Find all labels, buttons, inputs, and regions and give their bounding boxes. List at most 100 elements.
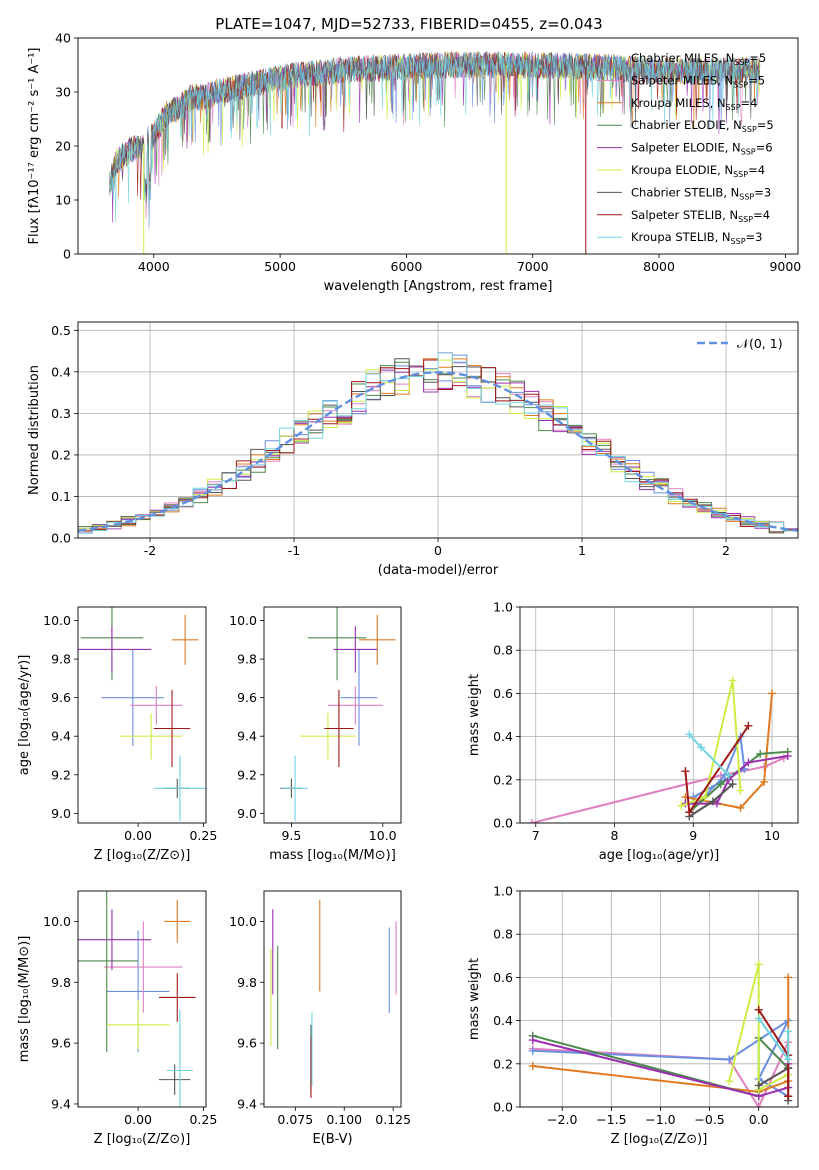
- age_vs_mass-ytick-label: 9.0: [237, 806, 257, 821]
- weight_vs_Z-marker-kroupa-stelib: [784, 1027, 793, 1036]
- residuals-xtick-label: 0: [434, 543, 442, 558]
- weight_vs_Z-series: [528, 960, 793, 1107]
- legend-label-salpeter-elodie: Salpeter ELODIE, NSSP=6: [631, 141, 773, 157]
- weight_vs_Z-frame: [519, 890, 799, 1108]
- legend-label-chabrier-elodie: Chabrier ELODIE, NSSP=5: [631, 118, 774, 134]
- weight_vs_age-ytick-label: 1.0: [493, 600, 513, 615]
- legend-label-part: Kroupa STELIB, N: [631, 230, 731, 244]
- residuals-ytick-label: 0.2: [51, 447, 71, 462]
- weight_vs_Z-ytick-label: 0.0: [493, 1100, 513, 1115]
- legend-label-sub: SSP: [726, 103, 741, 112]
- residuals-xtick-label: -2: [144, 543, 156, 558]
- legend-label-chabrier-stelib: Chabrier STELIB, NSSP=3: [631, 185, 771, 201]
- weight_vs_age-marker-kroupa-stelib: [697, 743, 706, 752]
- weight_vs_age-marker-chabrier-elodie: [756, 749, 765, 758]
- weight_vs_age-xtick-label: 9: [689, 828, 697, 843]
- weight_vs_age-marker-salpeter-stelib: [685, 808, 694, 817]
- legend-label-part: Chabrier MILES, N: [631, 51, 734, 65]
- weight_vs_age-marker-chabrier-stelib: [708, 797, 717, 806]
- spectrum-xtick-label: 4000: [138, 259, 170, 274]
- mass_vs_Z-xtick-label: 0.00: [124, 1112, 152, 1127]
- mass_vs_Z-xlabel: Z [log₁₀(Z/Z⊙)]: [94, 1132, 191, 1147]
- mass_vs_ebv-ytick-label: 9.6: [237, 1036, 257, 1051]
- weight_vs_age-marker-kroupa-miles: [768, 689, 777, 698]
- spectrum-axes: 4000 5000 6000 7000 8000 9000 0 10 20 30 40 wavelen…: [27, 31, 801, 295]
- residuals-xtick-label: 2: [722, 543, 730, 558]
- age_vs_mass-ytick-label: 9.8: [237, 652, 257, 667]
- weight_vs_age-marker-kroupa-stelib: [724, 771, 733, 780]
- residuals-ytick-label: 0.0: [51, 531, 71, 546]
- age_vs_Z-xlabel: Z [log₁₀(Z/Z⊙)]: [94, 848, 191, 863]
- weight_vs_Z-marker-salpeter-stelib: [754, 1005, 763, 1014]
- weight_vs_age-marker-salpeter-miles: [527, 819, 536, 823]
- weight_vs_age-ytick-label: 0.0: [493, 816, 513, 831]
- residuals-xtick-label: -1: [288, 543, 300, 558]
- normal-curve: [78, 371, 798, 532]
- age_vs_Z-axes: 0.00 0.25 9.0 9.2 9.4 9.6 9.8 10.0 Z [log₁₀(Z/Z⊙…: [17, 613, 217, 863]
- residuals-ytick-label: 0.4: [51, 364, 71, 379]
- spectrum-ylabel: Flux [fλ10⁻¹⁷ erg cm⁻² s⁻¹ A⁻¹]: [27, 48, 42, 245]
- weight_vs_age-line-salpeter-miles: [531, 757, 785, 823]
- mass_vs_Z-points: [78, 891, 196, 1107]
- age_vs_Z-ytick-label: 9.6: [51, 690, 71, 705]
- weight_vs_Z-marker-salpeter-stelib: [784, 1092, 793, 1101]
- spectrum-xlabel: wavelength [Angstrom, rest frame]: [324, 279, 553, 294]
- legend-label-part: =5: [749, 51, 766, 65]
- residuals-frame: [77, 321, 799, 539]
- residuals-xlabel: (data-model)/error: [378, 563, 499, 578]
- weight_vs_age-series: [527, 676, 792, 823]
- legend-label-sub: SSP: [731, 237, 746, 246]
- mass_vs_Z-ylabel: mass [log₁₀(M/M⊙)]: [17, 936, 32, 1063]
- age_vs_mass-frame: [263, 606, 402, 824]
- mass_vs_Z-axes: 0.00 0.25 9.4 9.6 9.8 10.0 Z [log₁₀(Z/Z⊙)] mass…: [17, 914, 217, 1147]
- mass_vs_ebv-ytick-label: 9.8: [237, 975, 257, 990]
- legend-label-chabrier-miles: Chabrier MILES, NSSP=5: [631, 51, 766, 67]
- weight_vs_age-xtick-label: 8: [611, 828, 619, 843]
- age_vs_mass-xtick-label: 10.0: [369, 828, 397, 843]
- spectrum-line-kroupa-stelib: [109, 50, 761, 223]
- age_vs_Z-frame: [77, 606, 207, 824]
- legend-label-part: =4: [741, 96, 758, 110]
- weight_vs_Z-marker-salpeter-miles: [754, 1103, 763, 1107]
- spectrum-xtick-label: 9000: [769, 259, 801, 274]
- weight_vs_age-xtick-label: 7: [532, 828, 540, 843]
- spectrum-xtick-label: 5000: [264, 259, 296, 274]
- weight_vs_age-marker-kroupa-elodie: [736, 786, 745, 795]
- weight_vs_Z-marker-kroupa-elodie: [725, 1077, 734, 1086]
- age_vs_mass-ytick-label: 10.0: [229, 613, 257, 628]
- legend-label-part: Chabrier ELODIE, N: [631, 118, 742, 132]
- legend-label-sub: SSP: [741, 148, 756, 157]
- weight_vs_Z-ytick-label: 0.4: [493, 1013, 513, 1028]
- mass_vs_Z-ytick-label: 9.4: [51, 1096, 71, 1111]
- weight_vs_Z-xtick-label: −1.5: [596, 1112, 626, 1127]
- weight_vs_Z-marker-kroupa-elodie: [754, 960, 763, 969]
- legend-label-part: =4: [753, 208, 770, 222]
- weight_vs_age-marker-salpeter-miles: [760, 762, 769, 771]
- spectrum-ytick-label: 10: [55, 193, 71, 208]
- weight_vs_age-line-kroupa-stelib: [688, 733, 730, 777]
- legend-label-sub: SSP: [734, 58, 749, 67]
- age_vs_Z-ytick-label: 9.8: [51, 652, 71, 667]
- residuals-ytick-label: 0.3: [51, 406, 71, 421]
- weight_vs_Z-line-kroupa-elodie: [728, 964, 789, 1092]
- legend-label-part: =5: [748, 73, 765, 87]
- residuals-ylabel: Normed distribution: [27, 365, 42, 495]
- weight_vs_Z-xtick-label: −0.5: [694, 1112, 724, 1127]
- figure-title: PLATE=1047, MJD=52733, FIBERID=0455, z=0…: [215, 15, 602, 33]
- spectrum-xtick-label: 8000: [643, 259, 675, 274]
- legend-label-part: Salpeter ELODIE, N: [631, 141, 741, 155]
- age_vs_Z-ytick-label: 9.0: [51, 806, 71, 821]
- weight_vs_age-frame: [519, 606, 799, 824]
- legend-label-part: =6: [756, 141, 773, 155]
- weight_vs_age-xlabel: age [log₁₀(age/yr)]: [599, 848, 720, 863]
- weight_vs_Z-line-salpeter-miles: [532, 1041, 790, 1107]
- weight_vs_Z-marker-chabrier-stelib: [754, 1081, 763, 1090]
- age_vs_Z-ytick-label: 9.2: [51, 767, 71, 782]
- weight_vs_Z-xlabel: Z [log₁₀(Z/Z⊙)]: [611, 1132, 708, 1147]
- age_vs_Z-ylabel: age [log₁₀(age/yr)]: [17, 655, 32, 776]
- legend-label-part: Chabrier STELIB, N: [631, 185, 739, 199]
- weight_vs_Z-ytick-label: 0.6: [493, 970, 513, 985]
- mass_vs_ebv-xlabel: E(B-V): [312, 1132, 352, 1147]
